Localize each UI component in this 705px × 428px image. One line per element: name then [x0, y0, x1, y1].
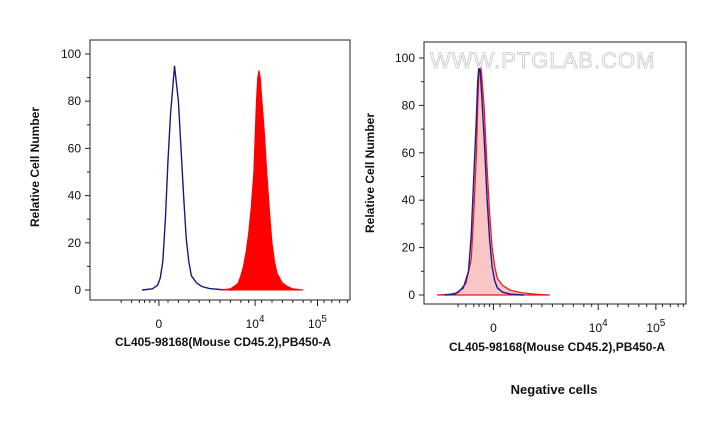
x-tick-label: 104: [589, 318, 608, 335]
negative-cells-caption: Negative cells: [510, 382, 598, 397]
x-tick-label: 0: [156, 317, 163, 331]
series-unstained-control-line: [141, 65, 234, 291]
x-tick-label: 0: [490, 321, 497, 335]
right-y-axis-label: Relative Cell Number: [363, 112, 377, 234]
left-x-axis-label: CL405-98168(Mouse CD45.2),PB450-A: [114, 335, 332, 349]
series-cd45-2-stained-area: [219, 70, 304, 291]
y-tick-label: 40: [68, 189, 82, 203]
y-tick-label: 60: [68, 141, 82, 155]
series-unstained-control-line: [444, 64, 524, 296]
left-y-axis-label: Relative Cell Number: [28, 106, 42, 228]
y-tick-label: 0: [74, 283, 81, 297]
right-histogram-chart: 0 20 40 60 80 100 0 104 105 WWW.PTGLAB.COM: [395, 41, 687, 335]
x-tick-label: 105: [308, 314, 327, 331]
left-histogram-chart: 0 20 40 60 80 100 0 104 105: [61, 39, 351, 331]
right-x-axis-label: CL405-98168(Mouse CD45.2),PB450-A: [448, 340, 666, 354]
x-tick-label: 105: [646, 318, 665, 335]
x-tick-label: 104: [246, 314, 265, 331]
y-tick-label: 20: [68, 236, 82, 250]
y-tick-label: 20: [402, 241, 416, 255]
y-tick-label: 0: [408, 288, 415, 302]
plot-frame: [423, 41, 687, 305]
y-tick-label: 80: [68, 94, 82, 108]
watermark-text: WWW.PTGLAB.COM: [430, 48, 655, 73]
y-tick-label: 80: [402, 98, 416, 112]
plot-frame: [89, 39, 351, 301]
y-tick-label: 60: [402, 146, 416, 160]
y-tick-label: 100: [61, 47, 81, 61]
series-cd45-2-stained-area: [437, 62, 550, 296]
y-tick-label: 40: [402, 193, 416, 207]
y-tick-label: 100: [395, 51, 415, 65]
